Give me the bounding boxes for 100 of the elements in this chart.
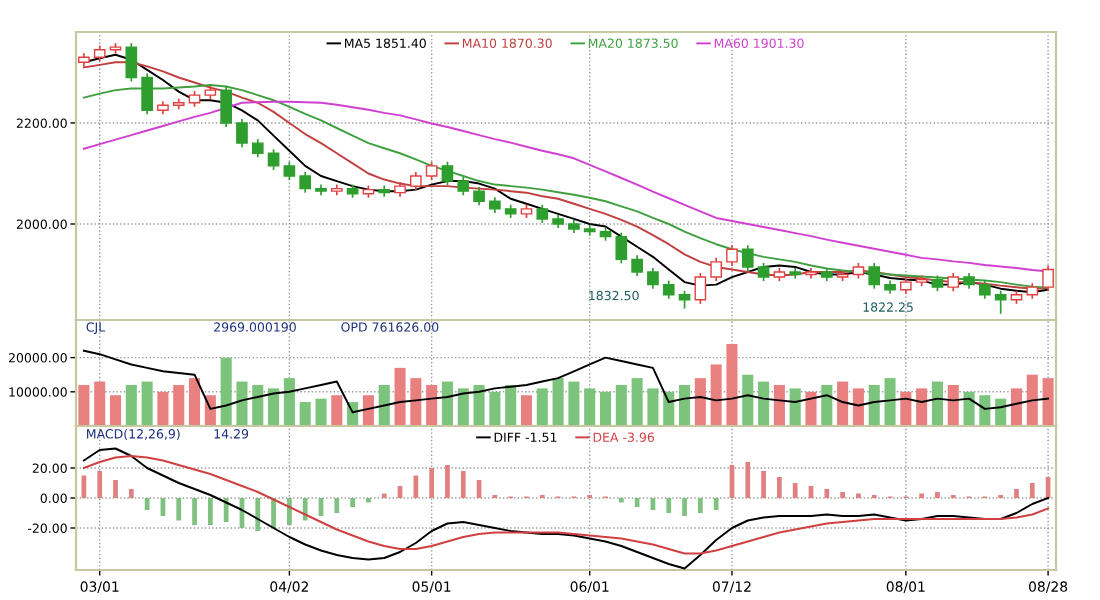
- candlestick: [441, 161, 454, 186]
- bar: [520, 395, 533, 426]
- bar: [445, 465, 450, 498]
- bar: [350, 498, 355, 507]
- candlestick: [425, 161, 438, 181]
- candlestick: [1042, 264, 1054, 293]
- bar: [331, 395, 343, 426]
- bar: [460, 471, 466, 498]
- bar: [252, 384, 264, 426]
- line-series: [82, 447, 1050, 570]
- candlestick: [710, 257, 722, 282]
- bar: [761, 471, 766, 498]
- bar: [473, 384, 485, 426]
- bar: [176, 498, 182, 521]
- bar: [805, 391, 817, 426]
- bar: [916, 388, 928, 426]
- bar: [189, 378, 201, 426]
- bar: [840, 492, 845, 498]
- candlestick: [647, 267, 659, 290]
- candlestick: [251, 138, 264, 159]
- bar: [287, 498, 292, 525]
- bar: [837, 381, 849, 426]
- candlestick: [741, 244, 754, 272]
- bar: [410, 378, 422, 426]
- candlestick: [473, 186, 485, 207]
- bar: [236, 381, 248, 426]
- bar: [192, 498, 197, 525]
- bar: [884, 378, 896, 426]
- bar: [302, 498, 308, 521]
- bar: [773, 384, 785, 426]
- bar: [283, 378, 295, 426]
- bar: [726, 343, 738, 426]
- bar: [429, 468, 435, 498]
- candlestick: [141, 72, 153, 116]
- bar: [682, 498, 687, 516]
- candlestick: [994, 289, 1007, 315]
- bar: [742, 374, 754, 426]
- bar: [1014, 489, 1019, 498]
- bar: [505, 384, 517, 426]
- bar: [963, 391, 975, 426]
- candlestick: [236, 118, 248, 149]
- candlestick: [283, 161, 296, 181]
- bar: [268, 388, 280, 426]
- candlestick: [757, 262, 770, 282]
- bar: [935, 492, 940, 498]
- bar: [457, 388, 469, 426]
- candlestick: [299, 171, 312, 194]
- bar: [128, 489, 134, 498]
- bar: [207, 498, 213, 525]
- bar: [666, 498, 672, 513]
- candlestick: [615, 231, 628, 265]
- bar: [694, 378, 706, 426]
- bar: [979, 395, 991, 426]
- bar: [900, 391, 912, 426]
- bar: [1029, 483, 1035, 498]
- bar: [220, 357, 232, 426]
- candlestick: [410, 171, 422, 191]
- bar: [536, 388, 548, 426]
- bar: [441, 381, 453, 426]
- line-series: [82, 455, 1050, 555]
- bar: [97, 471, 103, 498]
- bar: [78, 384, 90, 426]
- bar: [745, 462, 751, 498]
- candlestick: [536, 203, 549, 224]
- bar: [223, 498, 229, 522]
- bar: [1010, 388, 1023, 426]
- bar: [758, 381, 770, 426]
- bar: [1042, 378, 1054, 426]
- bar: [947, 384, 959, 426]
- bar: [144, 498, 150, 510]
- bar: [141, 381, 153, 426]
- bar: [852, 388, 864, 426]
- candlestick: [947, 272, 960, 293]
- bar: [821, 384, 833, 426]
- bar: [394, 367, 406, 426]
- bar: [710, 364, 722, 426]
- bar: [362, 395, 374, 426]
- bar: [426, 384, 438, 426]
- bar: [647, 388, 659, 426]
- bar: [634, 498, 640, 507]
- bar: [125, 384, 137, 426]
- bar: [255, 498, 261, 531]
- bar: [777, 477, 782, 498]
- line-series: [82, 349, 1050, 414]
- bar: [334, 498, 340, 513]
- bar: [631, 378, 643, 426]
- bar: [113, 480, 118, 498]
- bar: [931, 381, 943, 426]
- bar: [1026, 374, 1038, 426]
- bar: [868, 384, 880, 426]
- candlestick: [631, 254, 643, 277]
- candlestick: [979, 279, 991, 300]
- bar: [713, 498, 719, 510]
- candlestick: [457, 176, 470, 197]
- candlestick: [868, 262, 881, 290]
- bar: [173, 384, 185, 426]
- candlestick: [662, 279, 675, 300]
- bar: [615, 384, 627, 426]
- bar: [789, 388, 801, 426]
- bar: [792, 483, 798, 498]
